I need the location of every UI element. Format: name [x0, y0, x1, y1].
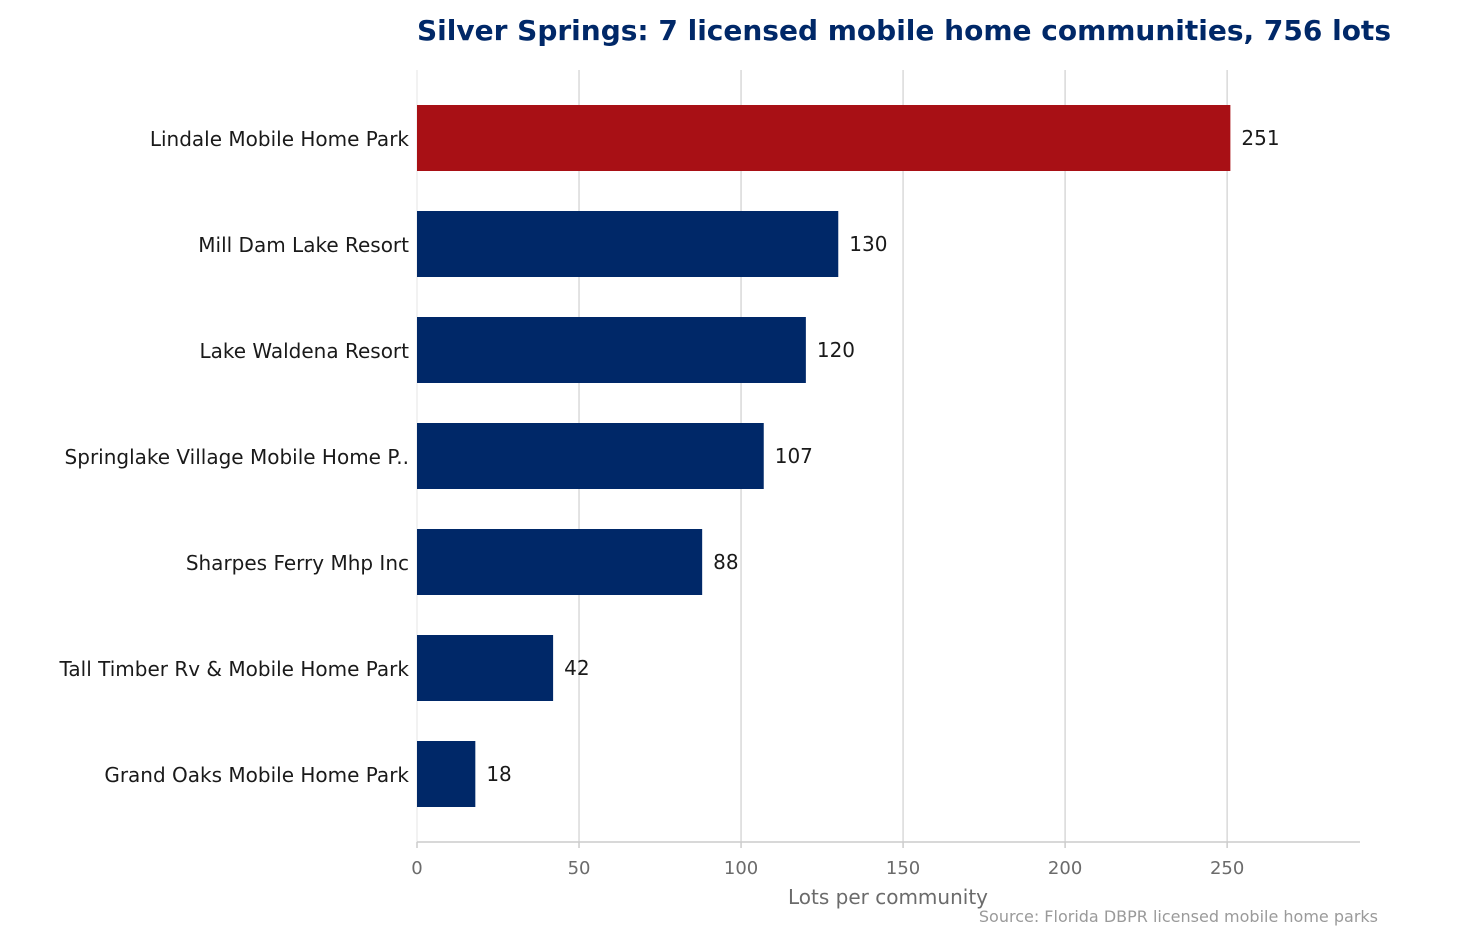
bar [417, 317, 806, 383]
bar [417, 423, 764, 489]
value-label: 88 [713, 550, 738, 574]
value-label: 120 [817, 338, 855, 362]
source-note: Source: Florida DBPR licensed mobile hom… [979, 907, 1378, 926]
category-label: Springlake Village Mobile Home P.. [65, 445, 409, 469]
bar [417, 635, 554, 701]
x-axis-title: Lots per community [788, 885, 988, 909]
category-label: Mill Dam Lake Resort [198, 233, 409, 257]
category-label: Lindale Mobile Home Park [150, 127, 410, 151]
x-tick-label: 100 [724, 858, 758, 879]
category-label: Lake Waldena Resort [199, 339, 409, 363]
value-label: 107 [775, 444, 813, 468]
value-label: 130 [849, 232, 887, 256]
category-label: Sharpes Ferry Mhp Inc [186, 551, 409, 575]
x-tick-label: 250 [1210, 858, 1244, 879]
bar [417, 105, 1231, 171]
category-label: Tall Timber Rv & Mobile Home Park [58, 657, 409, 681]
bar [417, 741, 476, 807]
bars: Lindale Mobile Home Park 251 Mill Dam Lake… [58, 105, 1280, 807]
x-axis: 0 50 100 150 200 250 [411, 841, 1360, 879]
category-label: Grand Oaks Mobile Home Park [104, 763, 409, 787]
bar [417, 529, 703, 595]
x-tick-label: 0 [411, 858, 422, 879]
chart-title: Silver Springs: 7 licensed mobile home c… [417, 14, 1391, 47]
value-label: 251 [1241, 126, 1279, 150]
bar [417, 211, 839, 277]
value-label: 42 [564, 656, 589, 680]
x-tick-label: 50 [568, 858, 591, 879]
x-tick-label: 150 [886, 858, 920, 879]
value-label: 18 [486, 762, 511, 786]
x-tick-label: 200 [1048, 858, 1082, 879]
